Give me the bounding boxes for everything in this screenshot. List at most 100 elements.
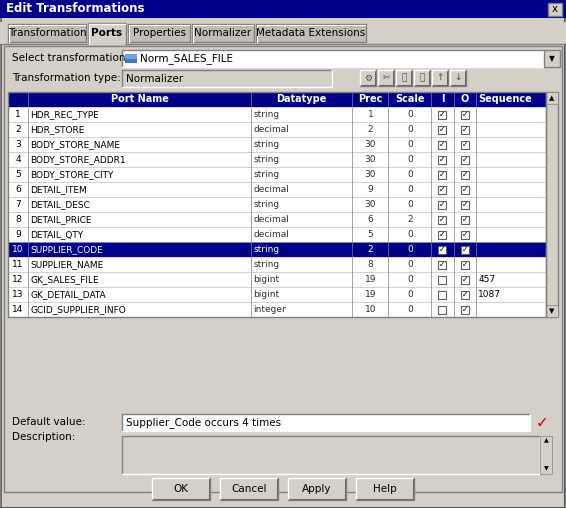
Bar <box>8 242 546 257</box>
Text: ✓: ✓ <box>462 244 468 253</box>
Text: ↓: ↓ <box>454 74 462 82</box>
Bar <box>8 152 546 167</box>
Text: 5: 5 <box>367 230 374 239</box>
Text: ✓: ✓ <box>536 415 549 430</box>
Text: 1087: 1087 <box>478 290 501 299</box>
Text: 0: 0 <box>407 290 413 299</box>
Bar <box>439 291 447 299</box>
Text: Apply: Apply <box>302 484 332 494</box>
Text: 8: 8 <box>367 260 374 269</box>
Text: 10: 10 <box>12 245 24 254</box>
Text: O: O <box>461 94 469 105</box>
Text: SUPPLIER_CODE: SUPPLIER_CODE <box>30 245 103 254</box>
Text: BODY_STORE_CITY: BODY_STORE_CITY <box>30 170 114 179</box>
Text: 0: 0 <box>407 170 413 179</box>
Text: 13: 13 <box>12 290 24 299</box>
Text: ✓: ✓ <box>439 154 445 164</box>
Bar <box>122 414 530 431</box>
Text: Transformation: Transformation <box>8 28 86 38</box>
Text: ✓: ✓ <box>439 110 445 118</box>
Bar <box>288 478 346 500</box>
Text: 2: 2 <box>367 245 373 254</box>
Bar <box>461 305 469 313</box>
Text: Normalizer: Normalizer <box>195 28 251 38</box>
Bar <box>8 212 546 227</box>
Text: 0: 0 <box>407 185 413 194</box>
Bar <box>122 70 332 87</box>
Text: ✓: ✓ <box>462 290 468 299</box>
Text: ✓: ✓ <box>462 124 468 134</box>
Bar <box>8 167 546 182</box>
Text: BODY_STORE_NAME: BODY_STORE_NAME <box>30 140 120 149</box>
Bar <box>8 182 546 197</box>
Text: Norm_SALES_FILE: Norm_SALES_FILE <box>140 53 233 64</box>
Text: 30: 30 <box>365 155 376 164</box>
Text: ✓: ✓ <box>439 200 445 208</box>
Text: GK_SALES_FILE: GK_SALES_FILE <box>30 275 99 284</box>
Text: 457: 457 <box>478 275 495 284</box>
Text: decimal: decimal <box>253 215 289 224</box>
Bar <box>8 287 546 302</box>
Bar <box>546 92 558 317</box>
Bar <box>8 122 546 137</box>
Text: string: string <box>253 245 279 254</box>
Bar <box>88 22 126 44</box>
Text: 19: 19 <box>365 290 376 299</box>
Bar <box>439 245 447 253</box>
Bar <box>360 70 376 86</box>
Bar <box>125 54 137 63</box>
Bar <box>439 111 447 118</box>
Text: Select transformation:: Select transformation: <box>12 53 129 63</box>
Text: ▲: ▲ <box>550 95 555 101</box>
Text: Metadata Extensions: Metadata Extensions <box>256 28 366 38</box>
Bar <box>461 261 469 269</box>
Text: I: I <box>441 94 444 105</box>
Bar <box>439 155 447 164</box>
Text: 6: 6 <box>15 185 21 194</box>
Text: ✓: ✓ <box>439 260 445 269</box>
Text: ▼: ▼ <box>550 308 555 314</box>
Bar <box>461 155 469 164</box>
Bar <box>8 197 546 212</box>
Text: HDR_REC_TYPE: HDR_REC_TYPE <box>30 110 99 119</box>
Bar <box>461 141 469 148</box>
Text: Scale: Scale <box>395 94 424 105</box>
Bar <box>546 92 558 104</box>
Text: Edit Transformations: Edit Transformations <box>6 3 144 16</box>
Bar <box>0 22 566 44</box>
Bar <box>439 231 447 238</box>
Text: ✓: ✓ <box>439 214 445 224</box>
Bar <box>439 171 447 178</box>
Text: ⚙: ⚙ <box>364 74 372 82</box>
Text: ↑: ↑ <box>436 74 444 82</box>
Text: 0: 0 <box>407 305 413 314</box>
Text: 9: 9 <box>15 230 21 239</box>
Bar <box>0 0 566 18</box>
Bar <box>8 272 546 287</box>
Text: string: string <box>253 170 279 179</box>
Text: Sequence: Sequence <box>478 94 532 105</box>
Bar <box>125 54 137 59</box>
Text: 1: 1 <box>367 110 374 119</box>
Text: bigint: bigint <box>253 290 279 299</box>
Bar <box>439 141 447 148</box>
Text: ▼: ▼ <box>549 54 555 63</box>
Bar <box>544 50 560 67</box>
Text: GCID_SUPPLIER_INFO: GCID_SUPPLIER_INFO <box>30 305 126 314</box>
Text: ✓: ✓ <box>439 124 445 134</box>
Text: 0: 0 <box>407 140 413 149</box>
Bar <box>461 291 469 299</box>
Text: 0: 0 <box>407 200 413 209</box>
Text: GK_DETAIL_DATA: GK_DETAIL_DATA <box>30 290 106 299</box>
Bar <box>152 478 210 500</box>
Bar <box>396 70 412 86</box>
Text: 0: 0 <box>407 110 413 119</box>
Bar <box>192 24 254 42</box>
Bar <box>8 137 546 152</box>
Text: 30: 30 <box>365 200 376 209</box>
Bar <box>89 43 125 45</box>
Text: Ports: Ports <box>92 28 123 38</box>
Text: Normalizer: Normalizer <box>126 74 183 83</box>
Bar <box>439 201 447 208</box>
Text: x: x <box>552 4 558 14</box>
